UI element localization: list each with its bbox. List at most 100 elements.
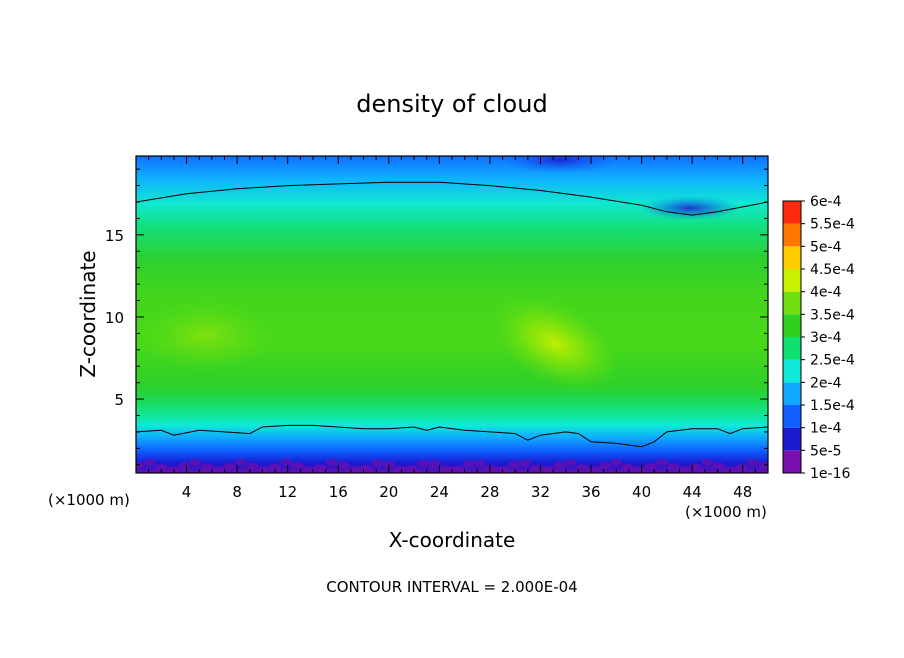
- low-density-top-right: [640, 196, 740, 220]
- surface-low-density: [280, 458, 293, 466]
- colorbar-label: 3.5e-4: [810, 307, 855, 323]
- surface-low-density: [439, 465, 452, 473]
- surface-low-density: [416, 459, 429, 467]
- surface-low-density: [598, 461, 611, 469]
- colorbar-label: 5e-4: [810, 239, 842, 255]
- y-tick-label: 15: [105, 227, 124, 245]
- y-axis-label: Z-coordinate: [76, 250, 100, 377]
- colorbar-label: 1e-4: [810, 421, 842, 437]
- surface-low-density: [405, 465, 418, 473]
- x-tick-label: 36: [581, 483, 600, 501]
- surface-low-density: [610, 458, 623, 466]
- surface-low-density: [178, 462, 191, 470]
- colorbar-swatch: [783, 450, 801, 473]
- x-unit-label: (×1000 m): [685, 503, 767, 521]
- low-density-top: [500, 156, 620, 174]
- colorbar-label: 2e-4: [810, 375, 842, 391]
- surface-low-density: [348, 466, 361, 473]
- colorbar-swatch: [783, 246, 801, 269]
- surface-low-density: [462, 460, 475, 468]
- x-axis: 4 8 12 16 20 24 28 32 36 40 44 48: [135, 156, 769, 501]
- colorbar-swatch: [783, 201, 801, 224]
- surface-low-density: [712, 462, 725, 470]
- colorbar-label: 1.5e-4: [810, 398, 855, 414]
- surface-low-density: [507, 460, 520, 468]
- colorbar-swatch: [783, 314, 801, 337]
- surface-low-density: [576, 464, 589, 472]
- surface-low-density: [136, 461, 145, 469]
- x-tick-label: 28: [480, 483, 499, 501]
- surface-low-density: [155, 463, 168, 471]
- surface-low-density: [291, 461, 304, 469]
- x-tick-label: 40: [632, 483, 651, 501]
- surface-low-density: [735, 463, 748, 471]
- surface-low-density: [542, 466, 555, 473]
- surface-low-density: [212, 467, 225, 473]
- surface-low-density: [758, 461, 768, 469]
- x-tick-label: 32: [531, 483, 550, 501]
- surface-low-density: [553, 461, 566, 469]
- surface-low-density: [644, 462, 657, 470]
- y-axis: 5 10 15: [105, 168, 768, 466]
- y-tick-label: 10: [105, 309, 124, 327]
- density-maximum: [490, 294, 620, 392]
- surface-low-density: [200, 463, 213, 471]
- x-axis-label: X-coordinate: [389, 528, 516, 552]
- colorbar-label: 1e-16: [810, 466, 850, 482]
- surface-low-density: [234, 458, 247, 466]
- colorbar-swatch: [783, 405, 801, 428]
- colorbar: 1e-16 5e-5 1e-4 1.5e-4 2e-4 2.5e-4 3e-4 3.5e-4 4…: [782, 194, 855, 482]
- colorbar-label: 3e-4: [810, 330, 842, 346]
- colorbar-swatch: [783, 337, 801, 360]
- x-tick-label: 48: [733, 483, 752, 501]
- density-secondary-maximum: [136, 300, 275, 370]
- x-tick-label: 4: [182, 483, 192, 501]
- surface-low-density: [303, 466, 316, 473]
- surface-low-density: [325, 459, 338, 467]
- x-tick-label: 44: [683, 483, 702, 501]
- colorbar-label: 5.5e-4: [810, 217, 855, 233]
- surface-low-density: [246, 462, 259, 470]
- colorbar-swatch: [783, 269, 801, 292]
- surface-low-density: [382, 460, 395, 468]
- surface-low-density: [337, 461, 350, 469]
- plot-area: [136, 156, 768, 473]
- colorbar-swatch: [783, 427, 801, 451]
- surface-low-density: [667, 462, 680, 470]
- z-unit-label: (×1000 m): [48, 491, 130, 509]
- surface-low-density: [564, 459, 577, 467]
- y-tick-label: 5: [114, 391, 124, 409]
- surface-low-density: [223, 462, 236, 470]
- surface-low-density: [519, 459, 532, 467]
- surface-low-density: [257, 467, 270, 473]
- contour-interval-note: CONTOUR INTERVAL = 2.000E-04: [326, 578, 577, 596]
- surface-low-density: [530, 464, 543, 472]
- colorbar-swatch: [783, 291, 801, 315]
- contour-line: [136, 181, 768, 216]
- surface-low-density: [473, 459, 486, 467]
- surface-low-density: [689, 463, 702, 471]
- surface-low-density: [485, 465, 498, 473]
- x-tick-label: 12: [278, 483, 297, 501]
- chart-title: density of cloud: [356, 90, 547, 118]
- colorbar-label: 6e-4: [810, 194, 842, 210]
- colorbar-label: 2.5e-4: [810, 353, 855, 369]
- surface-low-density: [621, 463, 634, 471]
- surface-low-density: [655, 458, 668, 466]
- surface-low-density: [166, 466, 179, 473]
- surface-low-density: [451, 465, 464, 473]
- colorbar-swatch: [783, 382, 801, 405]
- colorbar-label: 5e-5: [810, 443, 841, 459]
- surface-low-density: [371, 459, 384, 467]
- x-tick-label: 8: [232, 483, 242, 501]
- surface-low-density: [189, 458, 202, 466]
- surface-low-density: [746, 458, 759, 466]
- contour-line: [136, 424, 768, 448]
- x-tick-label: 16: [329, 483, 348, 501]
- colorbar-swatch: [783, 359, 801, 383]
- surface-low-density: [314, 464, 327, 472]
- surface-low-density: [678, 467, 691, 473]
- colorbar-label: 4e-4: [810, 285, 842, 301]
